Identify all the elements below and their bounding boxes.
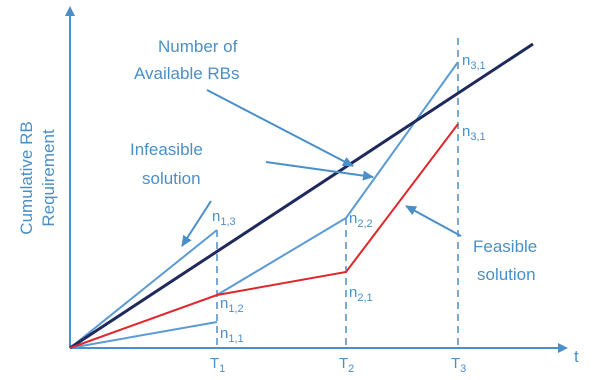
n1-3-line	[69, 229, 218, 349]
infeasible-pointer-arrow	[265, 161, 374, 181]
feasible-label-line2: solution	[477, 265, 536, 284]
feasible-pointer-arrow	[405, 205, 462, 237]
infeasible-curve	[216, 61, 459, 296]
x-axis-label: t	[574, 347, 579, 366]
y-axis-label-line1: Cumulative RB	[17, 121, 36, 234]
point-label-n13: n1,3	[212, 208, 236, 228]
point-label-n31-infeasible: n3,1	[462, 52, 486, 72]
point-label-n11: n1,1	[220, 325, 244, 345]
n1-1-line	[69, 321, 218, 349]
point-label-n12: n1,2	[220, 295, 244, 315]
infeasible-label-line2: solution	[142, 169, 201, 188]
available-rbs-line	[69, 42, 534, 350]
infeasible-label-line1: Infeasible	[130, 140, 203, 159]
y-axis-label-line2: Requirement	[39, 129, 58, 227]
available-label-line1: Number of	[158, 37, 238, 56]
tick-label-t3: T3	[451, 355, 466, 375]
n13-pointer-arrow	[181, 200, 212, 247]
available-label-line2: Available RBs	[134, 64, 240, 83]
tick-label-t1: T1	[210, 355, 225, 375]
feasible-label-line1: Feasible	[473, 237, 537, 256]
point-label-n21: n2,1	[349, 284, 373, 304]
point-label-n22: n2,2	[349, 210, 373, 230]
point-label-n31-feasible: n3,1	[462, 123, 486, 143]
available-pointer-arrow	[206, 89, 354, 167]
tick-label-t2: T2	[339, 355, 354, 375]
feasible-curve	[69, 123, 459, 349]
